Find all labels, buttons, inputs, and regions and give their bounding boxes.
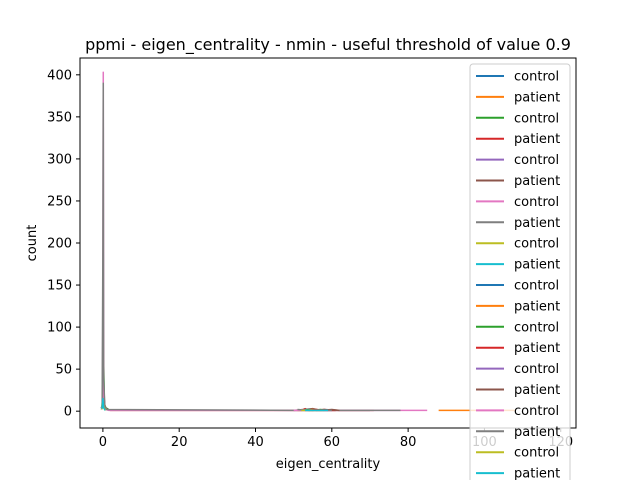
legend: control patient control patient control patie…: [469, 63, 571, 484]
y-tick-label: 100: [47, 321, 72, 336]
legend-label-14: control: [514, 362, 559, 377]
chart-title: ppmi - eigen_centrality - nmin - useful …: [85, 35, 571, 55]
legend-label-0: control: [514, 70, 559, 85]
legend-label-1: patient: [514, 90, 560, 105]
x-axis-label: eigen_centrality: [276, 457, 381, 472]
legend-label-12: control: [514, 320, 559, 335]
legend-box: [469, 63, 571, 484]
legend-label-10: control: [514, 279, 559, 294]
x-tick-label: 80: [400, 435, 417, 450]
y-tick-label: 0: [64, 405, 72, 420]
y-tick-label: 200: [47, 237, 72, 252]
legend-label-15: patient: [514, 383, 560, 398]
y-axis: 0 50 100 150 200 250 300 350 400: [47, 68, 80, 420]
x-tick-label: 20: [171, 435, 188, 450]
y-tick-label: 150: [47, 279, 72, 294]
legend-label-16: control: [514, 404, 559, 419]
y-tick-label: 250: [47, 194, 72, 209]
y-axis-label: count: [25, 225, 40, 262]
y-tick-label: 50: [55, 363, 72, 378]
legend-label-4: control: [514, 153, 559, 168]
legend-label-8: control: [514, 237, 559, 252]
series-line-9: [101, 397, 106, 411]
x-tick-label: 40: [247, 435, 264, 450]
legend-label-5: patient: [514, 174, 560, 189]
legend-label-18: control: [514, 446, 559, 461]
legend-label-7: patient: [514, 216, 560, 231]
y-tick-label: 350: [47, 110, 72, 125]
legend-label-3: patient: [514, 132, 560, 147]
legend-label-19: patient: [514, 467, 560, 480]
plot-area: [100, 71, 515, 412]
x-tick-label: 0: [99, 435, 107, 450]
legend-label-11: patient: [514, 299, 560, 314]
legend-label-2: control: [514, 111, 559, 126]
legend-label-6: control: [514, 195, 559, 210]
legend-label-9: patient: [514, 258, 560, 273]
legend-label-17: patient: [514, 425, 560, 440]
axes-frame: [79, 57, 577, 429]
x-tick-label: 60: [324, 435, 341, 450]
legend-label-13: patient: [514, 341, 560, 356]
y-tick-label: 400: [47, 68, 72, 83]
y-tick-label: 300: [47, 152, 72, 167]
